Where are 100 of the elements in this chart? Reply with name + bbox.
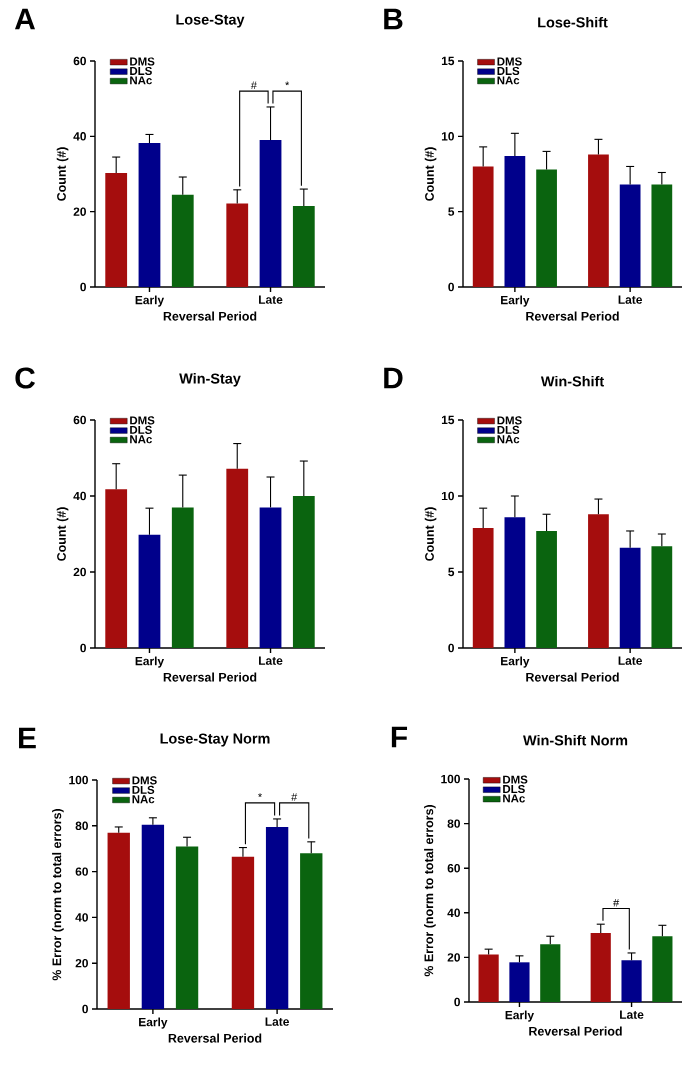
y-axis-title: % Error (norm to total errors) <box>424 805 436 977</box>
y-tick-label: 0 <box>82 1004 88 1014</box>
y-tick-label: 20 <box>73 567 86 577</box>
x-axis-title: Reversal Period <box>526 672 619 682</box>
legend-label: NAc <box>132 795 155 804</box>
text: A <box>14 8 35 30</box>
legend-label: DLS <box>497 66 520 75</box>
x-tick-label: Late <box>618 295 643 304</box>
y-axis-title: Count (#) <box>424 147 437 201</box>
legend-label: DMS <box>130 57 155 66</box>
chart-title: Win-Shift Norm <box>523 734 628 746</box>
annotation: # <box>291 793 298 801</box>
annotation: # <box>613 898 620 907</box>
y-tick-label: 100 <box>441 774 460 784</box>
y-tick-label: 0 <box>80 643 86 653</box>
legend-label: DLS <box>503 784 525 794</box>
x-axis-title: Reversal Period <box>526 311 619 321</box>
legend-label: NAc <box>130 76 152 85</box>
bar <box>300 853 323 1010</box>
legend-label: NAc <box>497 435 520 444</box>
x-tick-label: Late <box>620 1010 644 1019</box>
bar <box>472 527 494 649</box>
y-tick-label: 0 <box>448 643 454 653</box>
x-tick-label: Early <box>139 1017 168 1029</box>
y-tick-label: 10 <box>441 491 454 501</box>
text: C <box>15 367 35 389</box>
y-axis-title: % Error (norm to total errors) <box>52 809 64 981</box>
legend-label: DMS <box>132 776 157 785</box>
bar <box>105 489 128 649</box>
bar <box>105 172 128 287</box>
bar <box>171 507 194 649</box>
y-tick-label: 20 <box>75 958 88 968</box>
x-tick-label: Late <box>259 656 283 665</box>
y-tick-label: 15 <box>441 415 455 425</box>
y-axis-title: Count (#) <box>424 507 437 561</box>
bar <box>472 166 494 287</box>
bar <box>226 203 249 287</box>
x-axis-title: Reversal Period <box>163 672 257 682</box>
y-tick-label: 40 <box>73 491 86 501</box>
bar <box>141 824 165 1010</box>
legend-label: DLS <box>130 66 152 76</box>
y-tick-label: 40 <box>447 908 460 918</box>
x-tick-label: Late <box>618 656 643 665</box>
y-axis-title: Count (#) <box>56 507 69 561</box>
bar <box>509 962 530 1003</box>
bar <box>138 534 161 649</box>
y-tick-label: 80 <box>447 819 460 828</box>
legend-label: DMS <box>497 57 522 66</box>
legend-label: DMS <box>503 775 528 784</box>
y-tick-label: 60 <box>447 863 460 873</box>
legend-label: DLS <box>132 785 155 794</box>
x-tick-label: Late <box>259 295 283 304</box>
y-tick-label: 10 <box>441 132 454 141</box>
bar <box>536 169 557 287</box>
y-tick-label: 0 <box>454 997 460 1007</box>
legend-label: DMS <box>130 416 155 425</box>
bar <box>536 530 557 649</box>
x-axis-title: Reversal Period <box>168 1033 262 1043</box>
y-tick-label: 20 <box>73 207 86 216</box>
bar <box>478 954 499 1003</box>
bar <box>652 936 673 1003</box>
y-tick-label: 40 <box>75 913 88 922</box>
x-tick-label: Early <box>501 295 530 307</box>
x-tick-label: Early <box>505 1010 534 1022</box>
x-axis-title: Reversal Period <box>529 1026 622 1036</box>
bar <box>259 507 282 649</box>
x-tick-label: Late <box>265 1017 289 1026</box>
bar <box>590 932 611 1003</box>
legend-label: DLS <box>130 425 152 434</box>
legend-label: NAc <box>497 76 520 85</box>
chart-title: Win-Shift <box>540 375 604 387</box>
annotation: * <box>285 81 290 86</box>
text: F <box>391 726 408 748</box>
bar <box>292 206 315 287</box>
y-tick-label: 60 <box>73 56 86 66</box>
bar <box>619 547 641 649</box>
chart-title: Lose-Shift <box>538 16 608 28</box>
legend-label: DLS <box>497 425 520 434</box>
chart-title: Lose-Stay Norm <box>160 733 270 747</box>
text: E <box>19 727 36 749</box>
chart-title: Win-Stay <box>179 373 241 387</box>
text: D <box>384 367 403 389</box>
bar <box>231 856 255 1010</box>
bar <box>588 154 609 287</box>
bar <box>138 143 161 287</box>
bar <box>171 194 194 287</box>
bar <box>504 155 526 287</box>
bar <box>651 546 673 649</box>
y-tick-label: 60 <box>73 415 86 425</box>
bar <box>588 514 609 649</box>
y-tick-label: 60 <box>75 867 88 876</box>
y-tick-label: 5 <box>448 567 455 577</box>
annotation: # <box>250 81 257 89</box>
legend-label: NAc <box>130 435 152 444</box>
y-tick-label: 5 <box>448 207 455 216</box>
chart-title: Lose-Stay <box>176 14 245 28</box>
bar <box>226 468 249 649</box>
y-tick-label: 40 <box>73 132 86 141</box>
y-tick-label: 20 <box>447 953 460 962</box>
x-tick-label: Early <box>501 656 530 668</box>
